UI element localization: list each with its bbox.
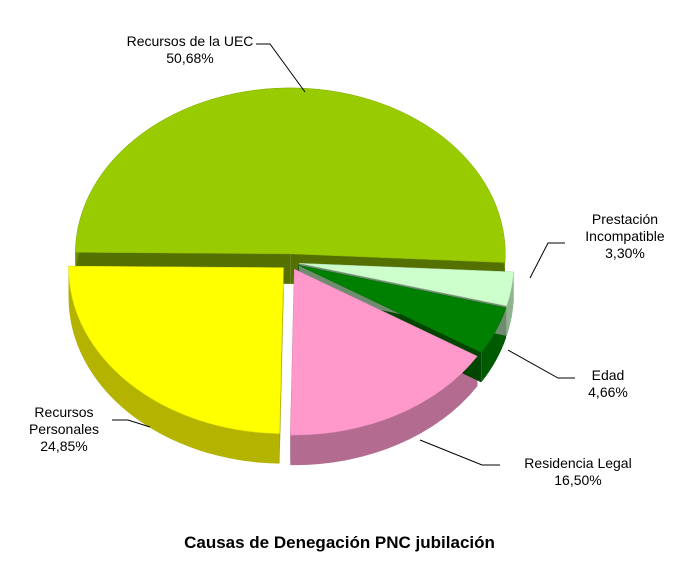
category-label: Prestación Incompatible [585, 211, 665, 244]
value-label: 24,85% [40, 438, 88, 454]
category-label: Edad [591, 367, 625, 383]
value-label: 4,66% [588, 384, 628, 400]
pie-tops [68, 87, 514, 436]
category-label: Recursos Personales [28, 404, 100, 437]
leader-line [256, 43, 306, 93]
category-label: Residencia Legal [524, 455, 632, 471]
data-label: Recursos Personales 24,85% [9, 404, 119, 455]
pie-slice [298, 264, 507, 353]
pie-wall [506, 271, 514, 336]
leader-line [507, 349, 575, 379]
pie-slice [298, 263, 514, 307]
data-label: Residencia Legal 16,50% [503, 455, 653, 489]
data-label: Recursos de la UEC 50,68% [125, 33, 255, 67]
category-label: Recursos de la UEC [126, 33, 254, 49]
data-label: Prestación Incompatible 3,30% [570, 211, 679, 262]
value-label: 16,50% [554, 472, 602, 488]
pie-wall [290, 356, 478, 466]
leader-line [529, 242, 565, 279]
pie-slice [290, 268, 478, 436]
leader-line [112, 419, 151, 428]
value-label: 3,30% [605, 245, 645, 261]
data-label: Edad 4,66% [568, 367, 648, 401]
chart-title: Causas de Denegación PNC jubilación [184, 533, 495, 552]
leader-line [419, 439, 500, 466]
pie-wall [68, 266, 280, 464]
pie-slice [68, 265, 284, 434]
value-label: 50,68% [166, 50, 214, 66]
pie-slice [75, 87, 506, 263]
